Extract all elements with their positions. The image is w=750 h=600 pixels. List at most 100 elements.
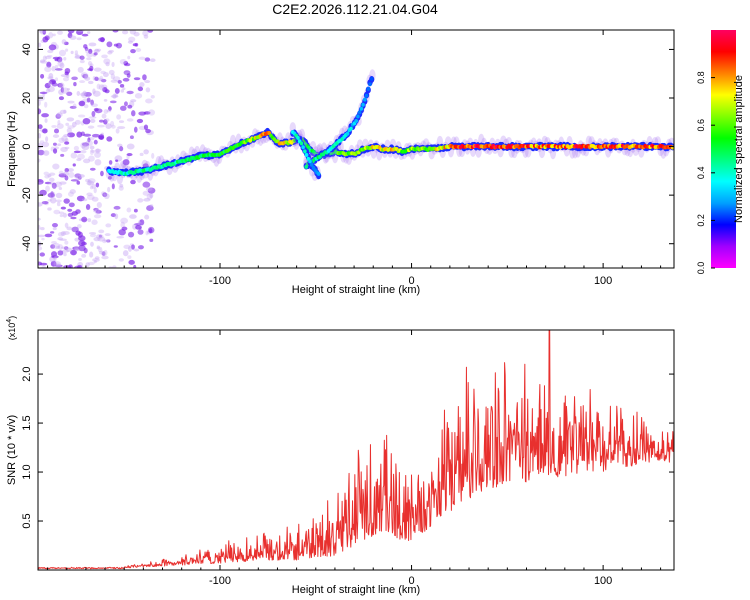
noise-speck: [38, 42, 42, 48]
noise-speck: [66, 91, 73, 96]
noise-speck: [50, 251, 58, 258]
noise-speck: [77, 66, 84, 73]
noise-speck: [142, 74, 147, 81]
noise-speck: [87, 178, 96, 184]
noise-speck: [130, 179, 136, 185]
noise-speck: [148, 109, 156, 116]
noise-speck: [76, 224, 82, 229]
noise-speck: [104, 233, 111, 237]
noise-speck: [76, 30, 85, 33]
track-core: [316, 171, 321, 176]
noise-speck: [83, 104, 89, 109]
noise-speck: [67, 168, 74, 172]
spectrogram-y-axis-label: Frequency (Hz): [6, 111, 18, 187]
noise-speck: [120, 221, 125, 228]
noise-speck: [106, 136, 113, 142]
track-core: [299, 141, 304, 146]
noise-speck: [134, 92, 143, 99]
noise-speck: [97, 236, 106, 242]
noise-speck: [56, 112, 63, 118]
noise-speck: [135, 225, 142, 230]
track-core: [369, 76, 374, 81]
noise-speck: [44, 82, 51, 89]
noise-speck: [129, 30, 137, 35]
noise-speck: [59, 62, 65, 69]
noise-speck: [55, 77, 59, 82]
noise-speck: [89, 233, 97, 238]
noise-speck: [38, 202, 43, 207]
x-tick-label: -100: [209, 575, 231, 587]
noise-speck: [129, 214, 137, 219]
noise-speck: [94, 256, 100, 260]
snr-y-axis-label: SNR (10 * v/v): [6, 415, 18, 485]
noise-speck: [67, 125, 75, 129]
noise-speck: [62, 212, 67, 218]
noise-speck: [106, 109, 112, 113]
noise-speck: [78, 174, 85, 178]
noise-speck: [127, 104, 133, 109]
noise-speck: [41, 141, 50, 148]
x-tick-label: -100: [209, 275, 231, 287]
colorbar-tick-label: 0.8: [696, 71, 706, 84]
noise-speck: [38, 99, 41, 106]
noise-speck: [58, 186, 63, 191]
noise-speck: [88, 42, 97, 47]
noise-speck: [107, 186, 111, 193]
noise-speck: [67, 191, 74, 197]
noise-speck: [86, 192, 93, 197]
noise-speck: [126, 90, 134, 95]
y-tick-label: 40: [21, 43, 33, 55]
noise-speck: [86, 194, 95, 201]
track-core: [366, 86, 371, 91]
noise-speck: [64, 167, 69, 173]
noise-speck: [48, 172, 56, 176]
y-tick-label: 2.0: [21, 366, 33, 381]
noise-speck: [96, 245, 101, 249]
noise-speck: [44, 66, 52, 73]
noise-speck: [92, 258, 100, 263]
noise-speck: [45, 88, 51, 93]
noise-speck: [144, 214, 150, 220]
noise-speck: [63, 252, 67, 257]
noise-speck: [102, 192, 108, 198]
noise-speck: [60, 153, 65, 157]
noise-speck: [74, 119, 81, 125]
noise-speck: [86, 97, 91, 103]
noise-speck: [139, 219, 145, 226]
track-core: [296, 135, 300, 140]
noise-speck: [46, 54, 53, 58]
noise-speck: [77, 231, 83, 238]
noise-speck: [90, 118, 96, 124]
noise-speck: [73, 145, 80, 151]
noise-speck: [81, 142, 90, 147]
noise-speck: [79, 80, 86, 84]
noise-speck: [126, 207, 132, 213]
noise-speck: [83, 74, 89, 77]
noise-speck: [57, 231, 64, 237]
noise-speck: [68, 264, 73, 268]
noise-speck: [93, 107, 99, 112]
noise-speck: [76, 158, 82, 162]
noise-speck: [38, 108, 42, 115]
noise-speck: [85, 140, 93, 147]
noise-speck: [64, 41, 69, 46]
track-core: [308, 159, 312, 164]
noise-speck: [52, 56, 61, 60]
noise-speck: [52, 148, 58, 154]
track-core: [359, 106, 364, 111]
noise-speck: [48, 32, 54, 39]
noise-speck: [142, 190, 151, 196]
noise-speck: [119, 83, 125, 88]
noise-speck: [85, 73, 89, 77]
spectrogram-y-ticks: -40 -20 0 20 40: [21, 43, 674, 252]
noise-speck: [114, 93, 118, 98]
snr-frame: [37, 329, 675, 571]
noise-speck: [52, 134, 60, 138]
noise-speck: [139, 152, 144, 157]
noise-speck: [89, 65, 94, 72]
noise-speck: [77, 264, 83, 268]
noise-speck: [123, 60, 129, 66]
noise-speck: [93, 214, 102, 219]
noise-speck: [93, 237, 101, 242]
noise-speck: [146, 187, 153, 192]
